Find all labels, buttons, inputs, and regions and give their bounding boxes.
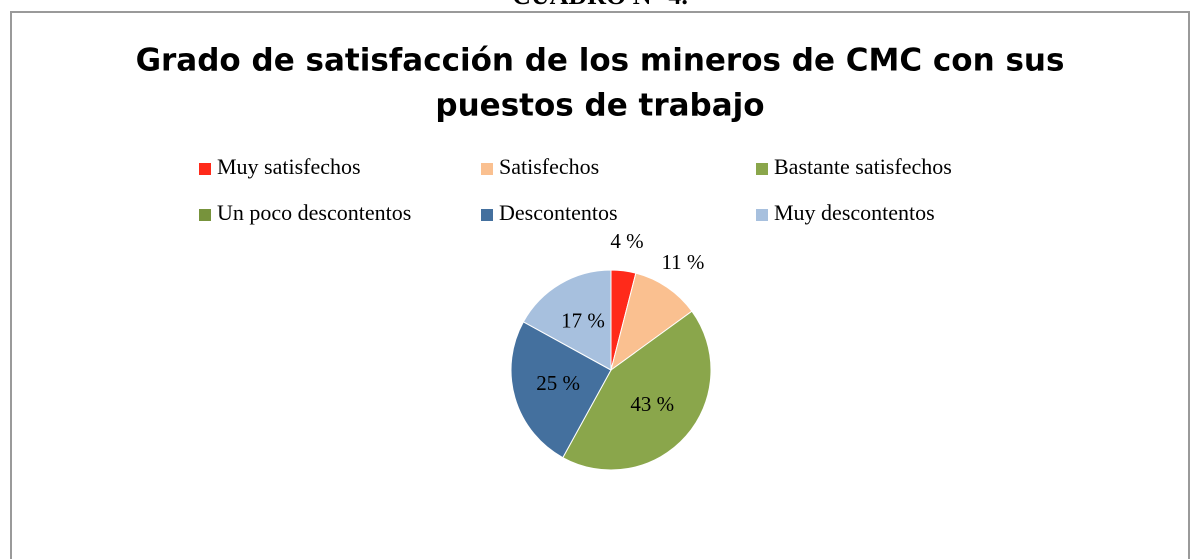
legend-label: Muy satisfechos	[217, 154, 361, 179]
legend-swatch	[199, 163, 211, 175]
data-label: 25 %	[536, 371, 580, 395]
data-label: 43 %	[630, 392, 674, 416]
pie-slice	[510, 321, 612, 459]
pie-slice	[562, 310, 712, 471]
legend-swatch	[481, 209, 493, 221]
chart-title: puestos de trabajo	[435, 88, 764, 124]
caption: CUADRO N° 4.	[512, 0, 688, 10]
legend-swatch	[199, 209, 211, 221]
chart-title: Grado de satisfacción de los mineros de …	[136, 43, 1065, 79]
legend-label: Satisfechos	[499, 154, 599, 179]
data-label: 11 %	[661, 250, 704, 274]
legend-swatch	[756, 209, 768, 221]
legend-label: Bastante satisfechos	[774, 154, 952, 179]
legend-swatch	[481, 163, 493, 175]
legend-label: Un poco descontentos	[217, 200, 411, 225]
legend-label: Descontentos	[499, 200, 618, 225]
data-label: 4 %	[610, 229, 643, 253]
data-label: 17 %	[561, 308, 605, 332]
legend-swatch	[756, 163, 768, 175]
pie-slice	[522, 269, 612, 371]
pie-slice	[610, 272, 693, 372]
legend-label: Muy descontentos	[774, 200, 935, 225]
